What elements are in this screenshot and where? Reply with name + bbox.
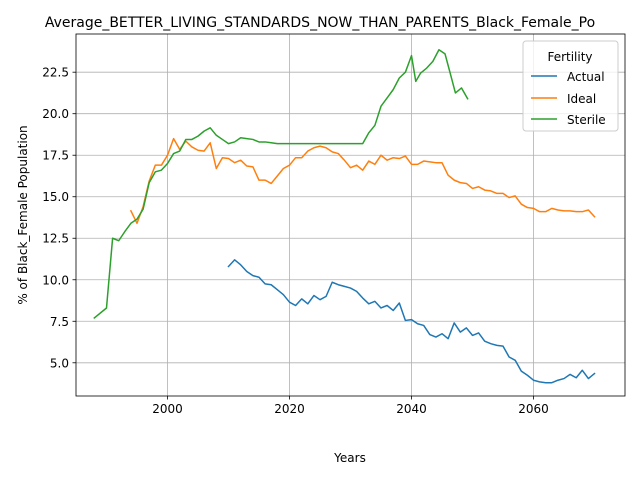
- y-tick-label: 10.0: [42, 273, 69, 287]
- x-tick-label: 2040: [396, 402, 427, 416]
- legend: Fertility Actual Ideal Sterile: [522, 40, 619, 132]
- plot-frame: [75, 33, 626, 397]
- x-tick-label: 2060: [518, 402, 549, 416]
- y-tick-label: 12.5: [42, 232, 69, 246]
- x-tick-label: 2000: [152, 402, 183, 416]
- legend-label-actual: Actual: [567, 70, 605, 84]
- x-tick-label: 2020: [274, 402, 305, 416]
- series-line-actual: [227, 259, 596, 384]
- legend-title: Fertility: [547, 50, 592, 64]
- legend-label-sterile: Sterile: [567, 113, 606, 127]
- y-tick-label: 20.0: [42, 107, 69, 121]
- series-line-sterile: [93, 49, 469, 320]
- y-tick-label: 5.0: [50, 356, 69, 370]
- y-axis-label: % of Black_Female Population: [16, 125, 30, 304]
- grid: [76, 34, 625, 396]
- legend-label-ideal: Ideal: [567, 92, 596, 106]
- x-axis-label: Years: [333, 451, 366, 465]
- axis-ticks: 2000 2020 2040 2060 5.0 7.5 10.0 12.5 15.0 17.5 20…: [42, 66, 548, 416]
- series-lines: [93, 49, 596, 384]
- chart-title: Average_BETTER_LIVING_STANDARDS_NOW_THAN…: [45, 15, 595, 31]
- y-tick-label: 15.0: [42, 190, 69, 204]
- y-tick-label: 17.5: [42, 149, 69, 163]
- y-tick-label: 22.5: [42, 66, 69, 80]
- series-line-ideal: [129, 137, 596, 225]
- legend-box: [522, 40, 619, 132]
- y-tick-label: 7.5: [50, 315, 69, 329]
